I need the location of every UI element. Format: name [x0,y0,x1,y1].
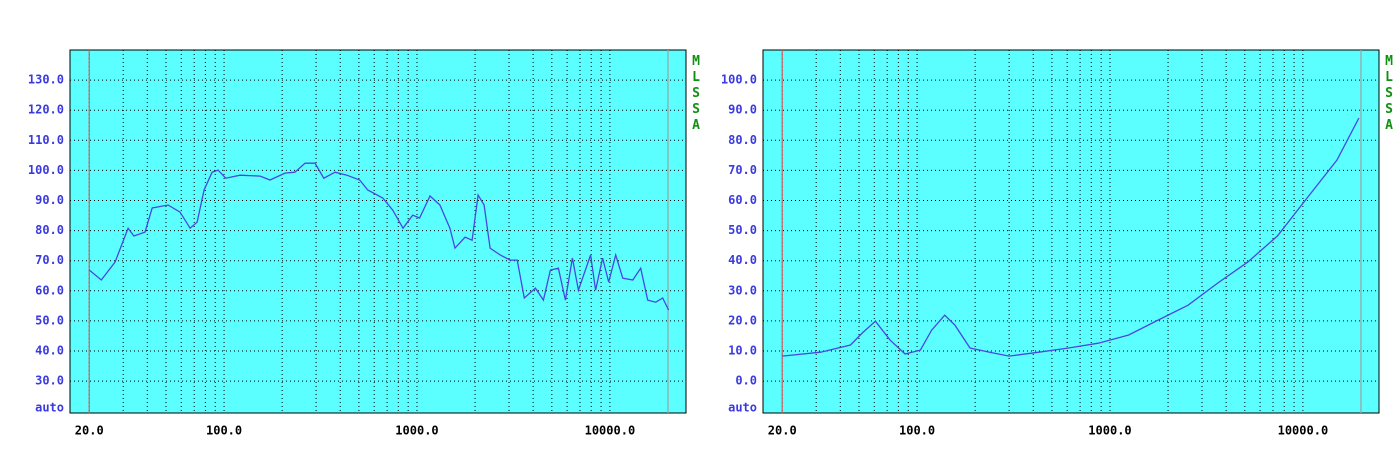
y-tick-label: 60.0 [728,193,757,207]
x-tick-label: 20.0 [75,424,104,438]
y-tick-label: 100.0 [721,73,757,87]
x-tick-label: 10000.0 [1278,424,1329,438]
y-tick-label: 70.0 [35,253,64,267]
y-tick-label: 90.0 [728,103,757,117]
y-tick-label: 70.0 [728,163,757,177]
x-tick-label: 100.0 [899,424,935,438]
y-tick-label: auto [35,401,64,415]
y-tick-label: 100.0 [28,163,64,177]
y-tick-label: 50.0 [728,223,757,237]
x-tick-label: 20.0 [768,424,797,438]
y-tick-label: 80.0 [35,223,64,237]
y-tick-label: 120.0 [28,103,64,117]
y-tick-label: 130.0 [28,73,64,87]
x-tick-label: 1000.0 [395,424,438,438]
y-tick-label: 10.0 [728,343,757,357]
y-tick-label: 80.0 [728,133,757,147]
y-tick-label: 20.0 [728,313,757,327]
x-tick-label: 10000.0 [585,424,636,438]
y-tick-label: 50.0 [35,313,64,327]
y-tick-label: auto [728,401,757,415]
plot-area [69,49,687,414]
x-tick-label: 1000.0 [1088,424,1131,438]
y-tick-label: 60.0 [35,283,64,297]
y-tick-label: 30.0 [35,374,64,388]
data-line [782,117,1360,357]
y-tick-label: 0.0 [735,374,757,388]
side-label: MLSSA [1382,54,1397,134]
data-line [88,162,670,311]
y-tick-label: 90.0 [35,193,64,207]
y-tick-label: 30.0 [728,283,757,297]
side-label: MLSSA [689,54,704,134]
x-tick-label: 100.0 [206,424,242,438]
y-tick-label: 40.0 [728,253,757,267]
plot-area [762,49,1380,414]
y-tick-label: 110.0 [28,133,64,147]
y-tick-label: 40.0 [35,343,64,357]
